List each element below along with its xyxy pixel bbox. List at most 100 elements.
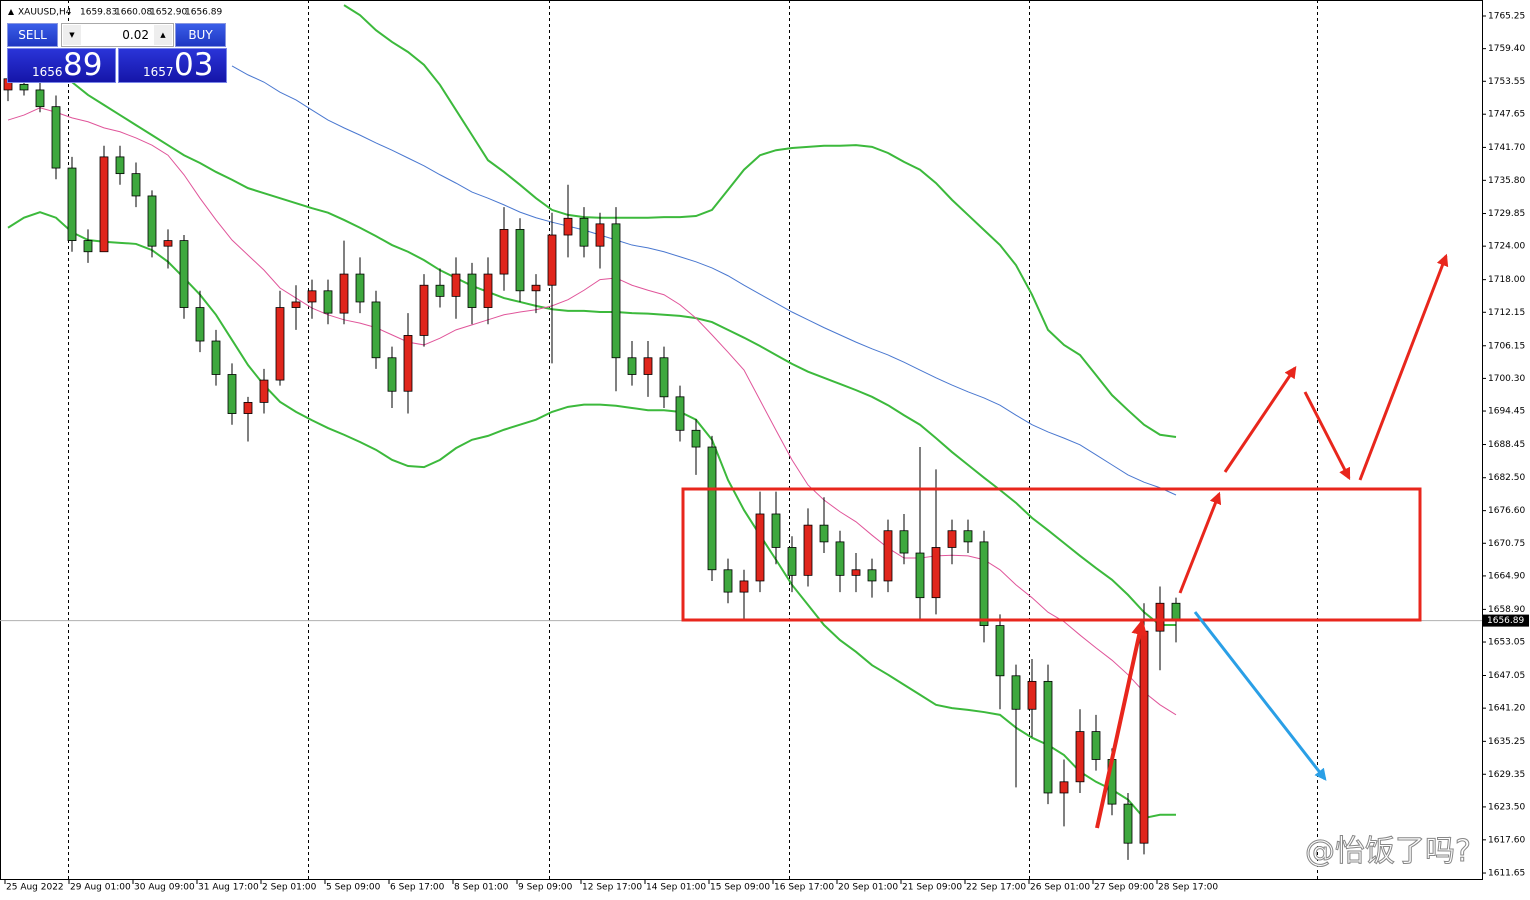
- x-tick-label: 30 Aug 09:00: [134, 883, 195, 893]
- arrow: [1303, 391, 1351, 481]
- x-tick-label: 21 Sep 09:00: [902, 883, 962, 893]
- candle-body: [371, 301, 381, 359]
- candle-body: [803, 524, 813, 576]
- y-tick-label: 1658.90: [1488, 605, 1525, 615]
- sell-button[interactable]: SELL: [7, 23, 58, 47]
- y-tick-label: 1712.15: [1488, 308, 1525, 318]
- y-tick-label: 1647.05: [1488, 671, 1525, 681]
- y-tick-label: 1700.30: [1488, 374, 1525, 384]
- x-tick-label: 8 Sep 01:00: [454, 883, 509, 893]
- candle-body: [195, 307, 205, 342]
- candle-body: [499, 229, 509, 275]
- y-tick-label: 1641.20: [1488, 704, 1525, 714]
- y-tick-label: 1623.50: [1488, 802, 1525, 812]
- x-tick-label: 20 Sep 01:00: [838, 883, 898, 893]
- y-tick-label: 1724.00: [1488, 242, 1525, 252]
- x-tick-label: 15 Sep 09:00: [710, 883, 770, 893]
- current-price-box: [1483, 614, 1529, 627]
- candle-body: [115, 156, 125, 175]
- indicator-line: [343, 4, 1177, 438]
- x-tick-label: 5 Sep 09:00: [326, 883, 381, 893]
- candle-body: [51, 106, 61, 169]
- candle-body: [419, 284, 429, 336]
- y-tick-label: 1611.65: [1488, 869, 1525, 879]
- x-tick-label: 25 Aug 2022: [6, 883, 64, 893]
- candle-body: [707, 446, 717, 571]
- candle-body: [819, 524, 829, 543]
- plot-frame: [0, 0, 1483, 880]
- bid-big: 1656: [32, 65, 63, 79]
- x-tick-label: 16 Sep 17:00: [774, 883, 834, 893]
- x-tick-label: 2 Sep 01:00: [262, 883, 317, 893]
- indicator-line: [7, 107, 1177, 716]
- candle-body: [915, 552, 925, 599]
- buy-button[interactable]: BUY: [175, 23, 226, 47]
- candle-body: [755, 513, 765, 582]
- y-tick-label: 1676.60: [1488, 506, 1525, 516]
- candle-body: [323, 290, 333, 314]
- ask-box[interactable]: 1657 03: [118, 47, 227, 83]
- x-tick-label: 6 Sep 17:00: [390, 883, 445, 893]
- arrow: [1223, 366, 1297, 473]
- candle-body: [995, 625, 1005, 677]
- bid-small: 89: [63, 47, 103, 83]
- y-tick-label: 1635.25: [1488, 737, 1525, 747]
- indicator-line: [231, 65, 1177, 496]
- arrow: [1193, 611, 1327, 781]
- bid-box[interactable]: 1656 89: [7, 47, 116, 83]
- x-tick-label: 9 Sep 09:00: [518, 883, 573, 893]
- y-tick-label: 1629.35: [1488, 770, 1525, 780]
- candle-body: [339, 273, 349, 314]
- y-tick-label: 1617.60: [1488, 835, 1525, 845]
- x-tick-label: 29 Aug 01:00: [70, 883, 131, 893]
- candle-body: [291, 301, 301, 308]
- y-tick-label: 1670.75: [1488, 539, 1525, 549]
- candle-body: [627, 357, 637, 375]
- candle-body: [451, 273, 461, 297]
- candle-body: [659, 357, 669, 398]
- y-tick-label: 1653.05: [1488, 638, 1525, 648]
- candle-body: [467, 273, 477, 308]
- y-tick-label: 1682.50: [1488, 473, 1525, 483]
- candle-body: [147, 195, 157, 247]
- candle-body: [643, 357, 653, 375]
- collapse-icon: [8, 9, 14, 15]
- arrow: [1095, 618, 1148, 829]
- lot-down[interactable]: ▼: [63, 25, 81, 45]
- period-separators: [68, 0, 1318, 880]
- y-tick-label: 1718.00: [1488, 275, 1525, 285]
- candle-body: [1155, 602, 1165, 632]
- candle-body: [867, 569, 877, 582]
- quote-open: 1659.83: [80, 8, 117, 18]
- y-tick-label: 1688.45: [1488, 440, 1525, 450]
- arrow: [1358, 253, 1449, 481]
- x-tick-label: 14 Sep 01:00: [646, 883, 706, 893]
- candle-body: [259, 379, 269, 403]
- indicator-line: [7, 211, 1176, 820]
- candle-body: [691, 429, 701, 448]
- candle-body: [947, 530, 957, 548]
- x-tick-label: 27 Sep 09:00: [1094, 883, 1154, 893]
- candle-body: [1091, 731, 1101, 760]
- symbol: XAUUSD,H4: [18, 8, 72, 18]
- candle-body: [1075, 731, 1085, 783]
- candle-body: [723, 569, 733, 593]
- lot-input[interactable]: ▼ 0.02 ▲: [61, 23, 174, 47]
- candle-body: [1123, 803, 1133, 844]
- candle-body: [211, 340, 221, 375]
- ask-big: 1657: [143, 65, 174, 79]
- candle-body: [1139, 630, 1149, 844]
- candle-body: [739, 580, 749, 593]
- indicator-line: [71, 81, 1176, 627]
- candle-body: [899, 530, 909, 554]
- candle-body: [19, 83, 29, 91]
- y-tick-label: 1664.90: [1488, 571, 1525, 581]
- quote-high: 1660.08: [115, 8, 152, 18]
- candle-body: [611, 223, 621, 359]
- quote-close: 1656.89: [185, 8, 222, 18]
- y-tick-label: 1735.80: [1488, 176, 1525, 186]
- lot-up[interactable]: ▲: [154, 25, 172, 45]
- x-tick-label: 28 Sep 17:00: [1158, 883, 1218, 893]
- candle-body: [179, 240, 189, 308]
